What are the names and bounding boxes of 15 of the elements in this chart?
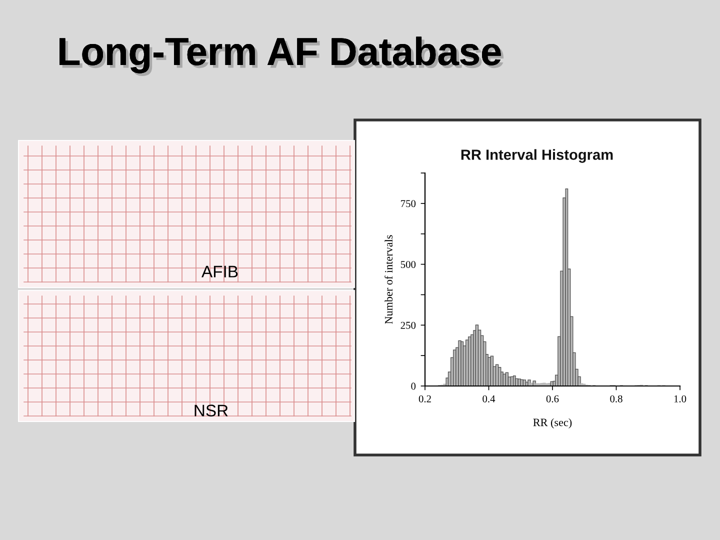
chart-title: Long-Term AF Database [60, 36, 504, 76]
y-tick-label: 0 [411, 382, 416, 390]
x-tick-label: 0.2 [418, 395, 431, 402]
x-tick-label: 1.0 [674, 395, 686, 402]
text: NSR [194, 404, 228, 416]
y-tick-label: 500 [400, 260, 416, 268]
x-tick-label: 0.4 [482, 395, 496, 402]
chart-subtitle: RR Interval Histogram [461, 149, 613, 163]
x-axis-title: RR (sec) [533, 418, 572, 428]
x-tick-label: 0.8 [610, 395, 622, 402]
y-tick-label: 750 [401, 200, 416, 208]
y-axis-title: Number of intervals [384, 235, 393, 324]
text: AFIB [202, 266, 238, 278]
y-tick-label: 250 [400, 322, 416, 329]
x-tick-label: 0.6 [546, 395, 559, 402]
